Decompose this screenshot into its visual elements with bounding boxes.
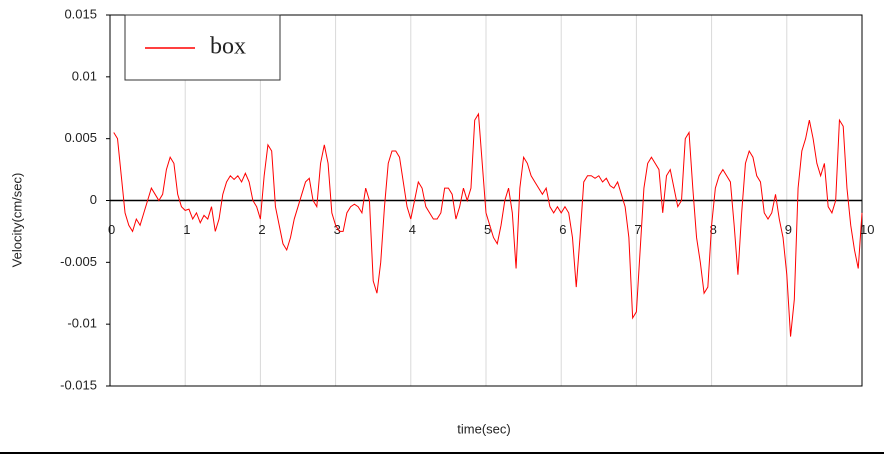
x-tick-label: 3: [334, 222, 341, 237]
data-line: [113, 112, 863, 337]
x-axis-title: time(sec): [457, 421, 510, 436]
x-tick-label: 7: [634, 222, 641, 237]
y-tick-label: 0: [90, 192, 97, 207]
legend-label: box: [210, 34, 246, 60]
x-tick-label: 0: [108, 222, 115, 237]
x-tick-label: 6: [559, 222, 566, 237]
y-tick-label: -0.015: [60, 377, 97, 392]
y-axis-title: Velocity(cm/sec): [9, 173, 24, 268]
y-tick-label: 0.015: [64, 6, 97, 21]
x-tick-label: 2: [258, 222, 265, 237]
x-tick-label: 4: [409, 222, 416, 237]
y-tick-label: 0.005: [64, 130, 97, 145]
x-tick-label: 5: [484, 222, 491, 237]
x-tick-label: 1: [183, 222, 190, 237]
x-tick-label: 8: [710, 222, 717, 237]
y-tick-label: -0.01: [67, 316, 97, 331]
x-tick-label: 9: [785, 222, 792, 237]
x-tick-label: 10: [860, 222, 874, 237]
y-tick-label: -0.005: [60, 254, 97, 269]
y-tick-label: 0.01: [72, 68, 97, 83]
